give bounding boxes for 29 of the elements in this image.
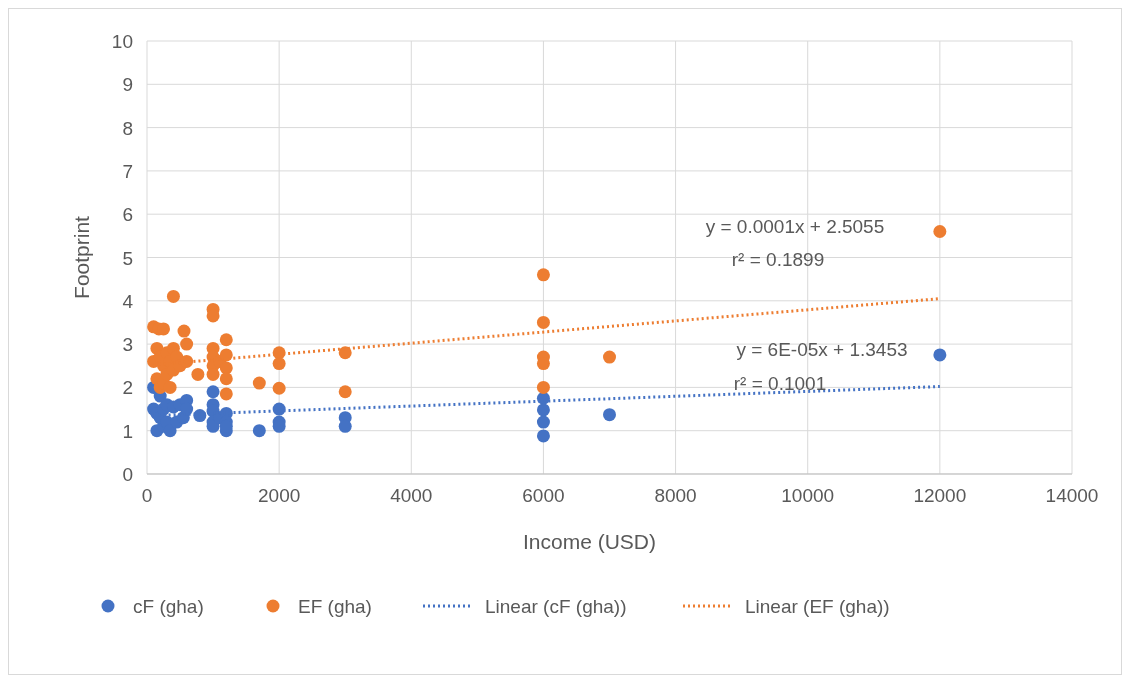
x-tick-label: 2000 [258,485,301,506]
legend-label: Linear (cF (gha)) [485,596,627,617]
annotation: y = 0.0001x + 2.5055 [705,216,885,237]
x-axis-title: Income (USD) [522,530,657,553]
legend-label: EF (gha) [298,596,372,617]
legend-label: Linear (EF (gha)) [745,596,890,617]
y-tick-label: 9 [122,74,133,96]
y-tick-label: 5 [122,247,133,269]
y-axis-title: Footprint [70,215,93,299]
x-tick-label: 6000 [522,485,565,506]
y-tick-label: 2 [122,377,133,399]
annotation: r² = 0.1899 [731,249,825,270]
annotation: y = 6E-05x + 1.3453 [736,339,908,360]
y-tick-label: 4 [122,290,134,312]
annotation: r² = 0.1001 [733,373,827,394]
y-tick-label: 10 [111,31,133,52]
y-tick-label: 8 [122,117,133,139]
y-tick-label: 1 [122,420,133,442]
y-tick-label: 0 [122,464,133,485]
x-tick-label: 8000 [654,485,697,506]
y-tick-label: 6 [122,204,133,226]
y-tick-label: 3 [122,334,133,356]
x-tick-label: 0 [141,485,153,506]
x-tick-label: 12000 [913,485,967,506]
legend-label: cF (gha) [133,596,204,617]
x-tick-label: 10000 [781,485,835,506]
x-tick-label: 14000 [1045,485,1099,506]
x-tick-label: 4000 [390,485,433,506]
y-tick-label: 7 [122,160,133,182]
